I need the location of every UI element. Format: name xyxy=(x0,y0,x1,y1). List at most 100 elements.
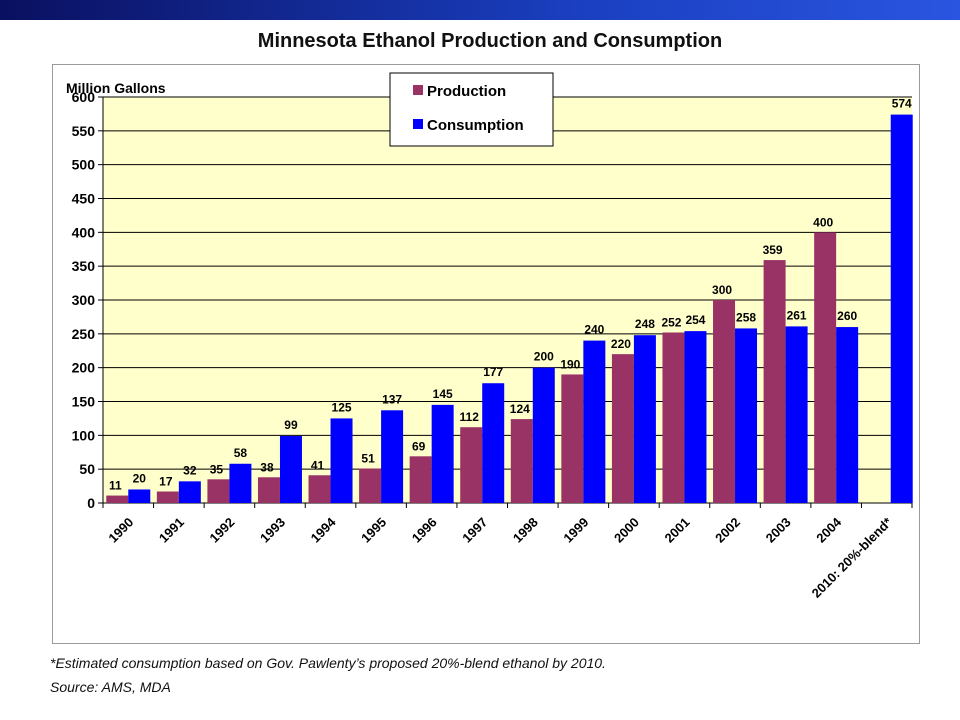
data-label-consumption: 32 xyxy=(183,463,197,477)
data-label-consumption: 125 xyxy=(332,400,352,414)
data-label-production: 400 xyxy=(813,215,833,229)
footnote-note: *Estimated consumption based on Gov. Paw… xyxy=(50,655,606,671)
y-tick-label: 100 xyxy=(72,427,96,443)
data-label-production: 69 xyxy=(412,439,426,453)
data-label-production: 252 xyxy=(661,315,681,329)
y-tick-label: 500 xyxy=(72,157,96,173)
data-label-consumption: 261 xyxy=(787,308,807,322)
x-tick-label: 2004 xyxy=(813,514,845,546)
data-label-production: 38 xyxy=(260,460,274,474)
bar-consumption xyxy=(178,481,201,503)
data-label-consumption: 200 xyxy=(534,350,554,364)
data-label-consumption: 248 xyxy=(635,317,655,331)
bar-consumption xyxy=(684,331,707,503)
bar-consumption xyxy=(128,489,151,503)
data-label-consumption: 177 xyxy=(483,365,503,379)
footnote-source: Source: AMS, MDA xyxy=(50,679,171,695)
bar-consumption xyxy=(431,404,454,503)
bar-consumption xyxy=(381,410,404,503)
bar-consumption xyxy=(279,436,302,503)
bar-production xyxy=(106,495,129,503)
data-label-production: 35 xyxy=(210,462,224,476)
legend-label-consumption: Consumption xyxy=(427,117,524,134)
data-label-consumption: 254 xyxy=(685,313,705,327)
bar-production xyxy=(409,456,432,503)
bar-consumption xyxy=(330,418,353,503)
chart-title: Minnesota Ethanol Production and Consump… xyxy=(257,30,723,52)
y-tick-label: 300 xyxy=(72,292,96,308)
bar-consumption xyxy=(633,335,656,503)
bar-production xyxy=(460,427,483,503)
bar-production xyxy=(763,260,786,503)
data-label-consumption: 260 xyxy=(837,309,857,323)
y-tick-label: 250 xyxy=(72,326,96,342)
x-tick-label: 2000 xyxy=(611,515,642,546)
x-tick-label: 1999 xyxy=(560,515,591,546)
data-label-production: 51 xyxy=(361,451,375,465)
legend-swatch-production xyxy=(413,85,423,95)
bar-consumption xyxy=(482,383,505,503)
x-tick-label: 1990 xyxy=(105,515,136,546)
x-tick-label: 1996 xyxy=(409,515,440,546)
header-band xyxy=(0,0,960,20)
bar-production xyxy=(611,354,634,503)
y-tick-label: 450 xyxy=(72,191,96,207)
data-label-consumption: 574 xyxy=(892,97,912,111)
bar-production xyxy=(713,300,736,503)
data-label-consumption: 58 xyxy=(234,446,248,460)
bar-production xyxy=(257,477,280,503)
x-tick-label: 2001 xyxy=(662,515,693,546)
data-label-consumption: 137 xyxy=(382,392,402,406)
x-tick-label: 1995 xyxy=(358,515,389,546)
data-label-production: 359 xyxy=(763,243,783,257)
data-label-consumption: 240 xyxy=(584,323,604,337)
y-tick-label: 550 xyxy=(72,123,96,139)
y-tick-label: 50 xyxy=(79,461,95,477)
x-tick-label: 1997 xyxy=(459,515,490,546)
legend-label-production: Production xyxy=(427,83,506,100)
data-label-consumption: 20 xyxy=(133,471,147,485)
y-tick-label: 350 xyxy=(72,258,96,274)
x-tick-label: 1993 xyxy=(257,515,288,546)
y-tick-label: 400 xyxy=(72,224,96,240)
bar-consumption xyxy=(785,326,808,503)
bar-production xyxy=(156,491,179,503)
data-label-production: 17 xyxy=(159,474,173,488)
bar-consumption xyxy=(836,327,859,503)
legend-swatch-consumption xyxy=(413,119,423,129)
x-tick-label: 1998 xyxy=(510,515,541,546)
bar-production xyxy=(308,475,331,503)
x-tick-label: 2003 xyxy=(763,515,794,546)
data-label-production: 190 xyxy=(560,357,580,371)
bar-consumption xyxy=(890,114,913,504)
y-axis-label: Million Gallons xyxy=(66,80,166,96)
data-label-production: 41 xyxy=(311,458,325,472)
bar-production xyxy=(510,419,533,503)
y-tick-label: 0 xyxy=(87,495,95,511)
data-label-production: 220 xyxy=(611,337,631,351)
bar-production xyxy=(207,479,230,503)
bar-production xyxy=(814,232,837,504)
data-label-consumption: 99 xyxy=(284,418,298,432)
x-tick-label: 1994 xyxy=(308,514,340,546)
x-tick-label: 2002 xyxy=(712,515,743,546)
data-label-consumption: 258 xyxy=(736,310,756,324)
y-tick-label: 150 xyxy=(72,394,96,410)
bar-production xyxy=(662,332,685,503)
data-label-production: 300 xyxy=(712,283,732,297)
data-label-production: 11 xyxy=(109,479,122,493)
y-tick-label: 200 xyxy=(72,360,96,376)
bar-consumption xyxy=(532,367,555,503)
x-tick-label: 1992 xyxy=(206,515,237,546)
bar-production xyxy=(359,468,382,503)
data-label-production: 112 xyxy=(460,410,480,424)
x-tick-label: 1991 xyxy=(156,515,187,546)
data-label-production: 124 xyxy=(510,402,530,416)
bar-consumption xyxy=(735,328,758,503)
data-label-consumption: 145 xyxy=(433,387,453,401)
y-tick-label: 600 xyxy=(72,89,96,105)
bar-consumption xyxy=(229,463,252,503)
bar-consumption xyxy=(583,340,606,503)
bar-production xyxy=(561,374,584,503)
